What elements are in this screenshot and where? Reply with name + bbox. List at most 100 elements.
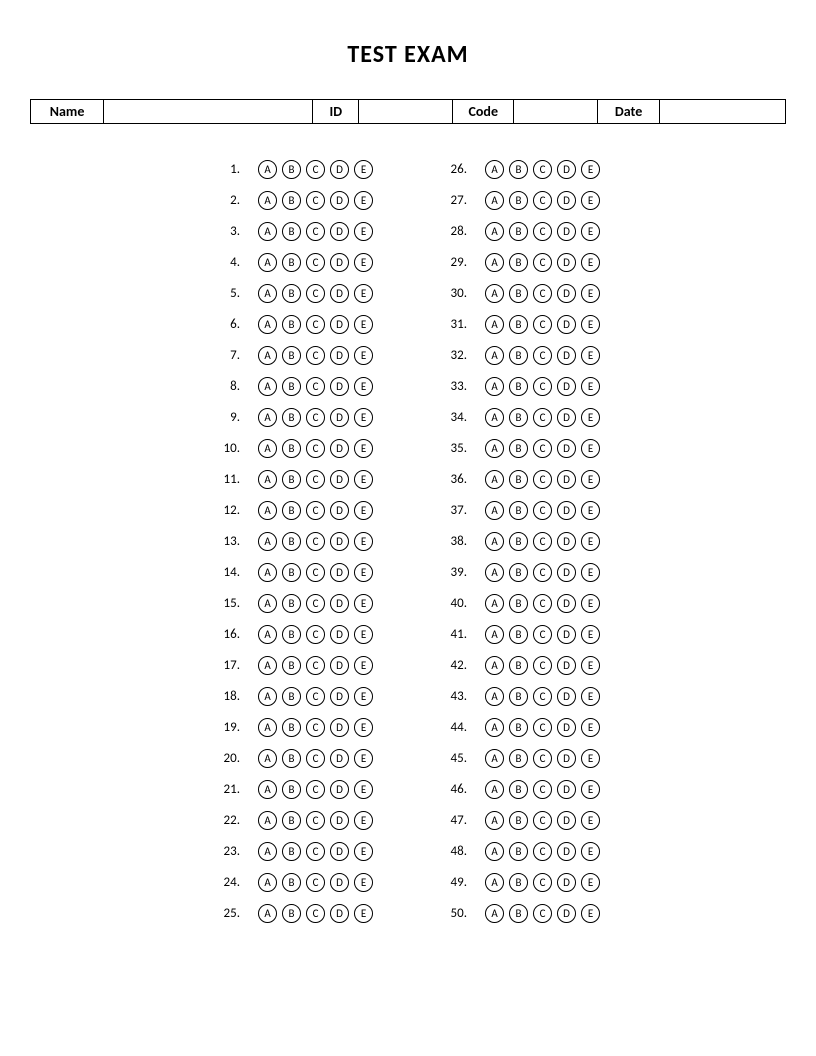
answer-bubble-c[interactable]: C (533, 904, 552, 923)
answer-bubble-c[interactable]: C (533, 284, 552, 303)
answer-bubble-a[interactable]: A (485, 284, 504, 303)
answer-bubble-c[interactable]: C (533, 749, 552, 768)
answer-bubble-b[interactable]: B (282, 470, 301, 489)
answer-bubble-e[interactable]: E (354, 780, 373, 799)
answer-bubble-c[interactable]: C (306, 191, 325, 210)
answer-bubble-a[interactable]: A (258, 873, 277, 892)
answer-bubble-c[interactable]: C (306, 687, 325, 706)
answer-bubble-b[interactable]: B (509, 687, 528, 706)
answer-bubble-a[interactable]: A (258, 470, 277, 489)
answer-bubble-b[interactable]: B (282, 904, 301, 923)
answer-bubble-a[interactable]: A (258, 811, 277, 830)
answer-bubble-d[interactable]: D (330, 315, 349, 334)
answer-bubble-b[interactable]: B (282, 656, 301, 675)
answer-bubble-b[interactable]: B (509, 439, 528, 458)
answer-bubble-b[interactable]: B (282, 625, 301, 644)
answer-bubble-a[interactable]: A (485, 563, 504, 582)
answer-bubble-e[interactable]: E (354, 811, 373, 830)
answer-bubble-d[interactable]: D (557, 873, 576, 892)
answer-bubble-b[interactable]: B (282, 594, 301, 613)
answer-bubble-b[interactable]: B (509, 501, 528, 520)
answer-bubble-a[interactable]: A (258, 594, 277, 613)
answer-bubble-e[interactable]: E (581, 873, 600, 892)
answer-bubble-d[interactable]: D (557, 439, 576, 458)
answer-bubble-a[interactable]: A (485, 377, 504, 396)
answer-bubble-d[interactable]: D (330, 284, 349, 303)
answer-bubble-a[interactable]: A (485, 501, 504, 520)
answer-bubble-e[interactable]: E (354, 656, 373, 675)
answer-bubble-e[interactable]: E (354, 873, 373, 892)
answer-bubble-c[interactable]: C (306, 253, 325, 272)
answer-bubble-d[interactable]: D (557, 377, 576, 396)
answer-bubble-c[interactable]: C (306, 160, 325, 179)
answer-bubble-e[interactable]: E (581, 842, 600, 861)
answer-bubble-a[interactable]: A (485, 594, 504, 613)
answer-bubble-d[interactable]: D (557, 718, 576, 737)
answer-bubble-c[interactable]: C (533, 656, 552, 675)
answer-bubble-d[interactable]: D (557, 594, 576, 613)
answer-bubble-e[interactable]: E (581, 191, 600, 210)
answer-bubble-e[interactable]: E (354, 749, 373, 768)
answer-bubble-a[interactable]: A (485, 625, 504, 644)
answer-bubble-c[interactable]: C (533, 315, 552, 334)
answer-bubble-e[interactable]: E (354, 563, 373, 582)
answer-bubble-a[interactable]: A (258, 408, 277, 427)
answer-bubble-d[interactable]: D (557, 408, 576, 427)
answer-bubble-d[interactable]: D (557, 160, 576, 179)
answer-bubble-a[interactable]: A (485, 470, 504, 489)
answer-bubble-d[interactable]: D (330, 191, 349, 210)
header-field-id[interactable] (359, 100, 453, 124)
answer-bubble-e[interactable]: E (354, 346, 373, 365)
answer-bubble-e[interactable]: E (581, 377, 600, 396)
answer-bubble-d[interactable]: D (330, 222, 349, 241)
answer-bubble-b[interactable]: B (282, 377, 301, 396)
answer-bubble-c[interactable]: C (533, 501, 552, 520)
answer-bubble-d[interactable]: D (557, 284, 576, 303)
answer-bubble-a[interactable]: A (258, 687, 277, 706)
answer-bubble-d[interactable]: D (330, 904, 349, 923)
answer-bubble-b[interactable]: B (282, 873, 301, 892)
answer-bubble-c[interactable]: C (306, 222, 325, 241)
answer-bubble-d[interactable]: D (330, 842, 349, 861)
answer-bubble-d[interactable]: D (330, 346, 349, 365)
answer-bubble-d[interactable]: D (557, 315, 576, 334)
answer-bubble-b[interactable]: B (509, 253, 528, 272)
answer-bubble-d[interactable]: D (557, 625, 576, 644)
answer-bubble-a[interactable]: A (485, 439, 504, 458)
answer-bubble-a[interactable]: A (485, 687, 504, 706)
answer-bubble-d[interactable]: D (330, 501, 349, 520)
answer-bubble-b[interactable]: B (282, 160, 301, 179)
answer-bubble-b[interactable]: B (509, 191, 528, 210)
answer-bubble-d[interactable]: D (330, 656, 349, 675)
answer-bubble-b[interactable]: B (509, 594, 528, 613)
answer-bubble-a[interactable]: A (258, 749, 277, 768)
answer-bubble-c[interactable]: C (533, 160, 552, 179)
answer-bubble-a[interactable]: A (258, 842, 277, 861)
answer-bubble-e[interactable]: E (354, 687, 373, 706)
answer-bubble-a[interactable]: A (258, 501, 277, 520)
answer-bubble-d[interactable]: D (330, 811, 349, 830)
answer-bubble-b[interactable]: B (509, 377, 528, 396)
answer-bubble-e[interactable]: E (354, 408, 373, 427)
answer-bubble-d[interactable]: D (330, 625, 349, 644)
answer-bubble-a[interactable]: A (258, 656, 277, 675)
answer-bubble-e[interactable]: E (354, 439, 373, 458)
answer-bubble-a[interactable]: A (258, 377, 277, 396)
answer-bubble-e[interactable]: E (581, 222, 600, 241)
answer-bubble-a[interactable]: A (485, 408, 504, 427)
answer-bubble-a[interactable]: A (258, 904, 277, 923)
answer-bubble-c[interactable]: C (533, 408, 552, 427)
answer-bubble-e[interactable]: E (354, 904, 373, 923)
answer-bubble-b[interactable]: B (282, 346, 301, 365)
answer-bubble-a[interactable]: A (485, 532, 504, 551)
header-field-code[interactable] (514, 100, 598, 124)
answer-bubble-d[interactable]: D (557, 563, 576, 582)
answer-bubble-c[interactable]: C (533, 780, 552, 799)
answer-bubble-d[interactable]: D (557, 532, 576, 551)
answer-bubble-c[interactable]: C (533, 563, 552, 582)
answer-bubble-c[interactable]: C (306, 439, 325, 458)
answer-bubble-a[interactable]: A (485, 656, 504, 675)
answer-bubble-d[interactable]: D (330, 470, 349, 489)
answer-bubble-b[interactable]: B (282, 439, 301, 458)
answer-bubble-c[interactable]: C (306, 904, 325, 923)
